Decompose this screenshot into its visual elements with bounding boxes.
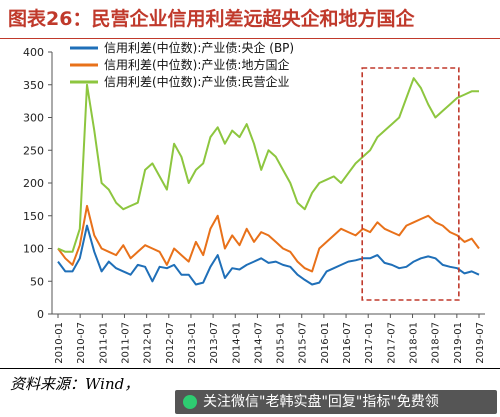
series-line-2 [57,204,480,273]
legend-label: 信用利差(中位数):产业债:民营企业 [104,74,289,89]
series-line-3 [57,77,479,253]
chart-title: 图表26：民营企业信用利差远超央企和地方国企 [8,8,415,30]
y-tick-label: 0 [37,308,44,321]
x-tick-label: 2018-01 [409,322,420,364]
line-chart: 0 50 100 150 200 250 300 350 400 2010-01 2010-07 20… [23,40,486,364]
wechat-icon [183,395,197,409]
watermark-text: 关注微信"老韩实盘"回复"指标"免费领 [203,394,439,410]
x-tick-label: 2015-01 [276,322,287,364]
watermark-banner: 关注微信"老韩实盘"回复"指标"免费领 [175,390,497,414]
x-tick-label: 2017-07 [386,322,397,364]
y-tick-label: 350 [23,79,44,92]
x-tick-label: 2013-01 [187,322,198,364]
y-tick-label: 50 [30,275,44,288]
y-tick-label: 250 [23,144,44,157]
x-tick-label: 2017-01 [364,322,375,364]
series-lines [57,77,480,286]
y-tick-label: 100 [23,243,44,256]
x-tick-label: 2012-07 [165,322,176,364]
x-tick-label: 2014-01 [231,322,242,364]
series-line-1 [57,224,480,286]
x-tick-label: 2016-07 [342,322,353,364]
source-footer: 资料来源：Wind， [0,368,500,417]
source-text: 资料来源：Wind， [10,375,140,393]
x-tick-label: 2013-07 [209,322,220,364]
highlight-box [361,67,460,301]
x-tick-label: 2019-01 [453,322,464,364]
y-tick-label: 400 [23,46,44,59]
x-tick-label: 2019-07 [475,322,486,364]
y-tick-label: 200 [23,177,44,190]
legend-label: 信用利差(中位数):产业债:央企 (BP) [104,40,294,55]
legend-label: 信用利差(中位数):产业债:地方国企 [104,57,289,72]
x-tick-label: 2014-07 [253,322,264,364]
x-tick-label: 2016-01 [320,322,331,364]
x-tick-label: 2011-01 [98,322,109,364]
y-tick-label: 300 [23,112,44,125]
x-tick-label: 2010-07 [76,322,87,364]
title-divider [0,38,500,39]
x-tick-label: 2010-01 [54,322,65,364]
y-tick-label: 150 [23,210,44,223]
chart-axes: 0 50 100 150 200 250 300 350 400 2010-01 2010-07 20… [23,46,486,364]
x-tick-label: 2015-07 [298,322,309,364]
x-tick-label: 2012-01 [143,322,154,364]
x-tick-label: 2018-07 [431,322,442,364]
chart-legend: 信用利差(中位数):产业债:央企 (BP) 信用利差(中位数):产业债:地方国企信… [70,40,294,89]
x-tick-label: 2011-07 [120,322,131,364]
